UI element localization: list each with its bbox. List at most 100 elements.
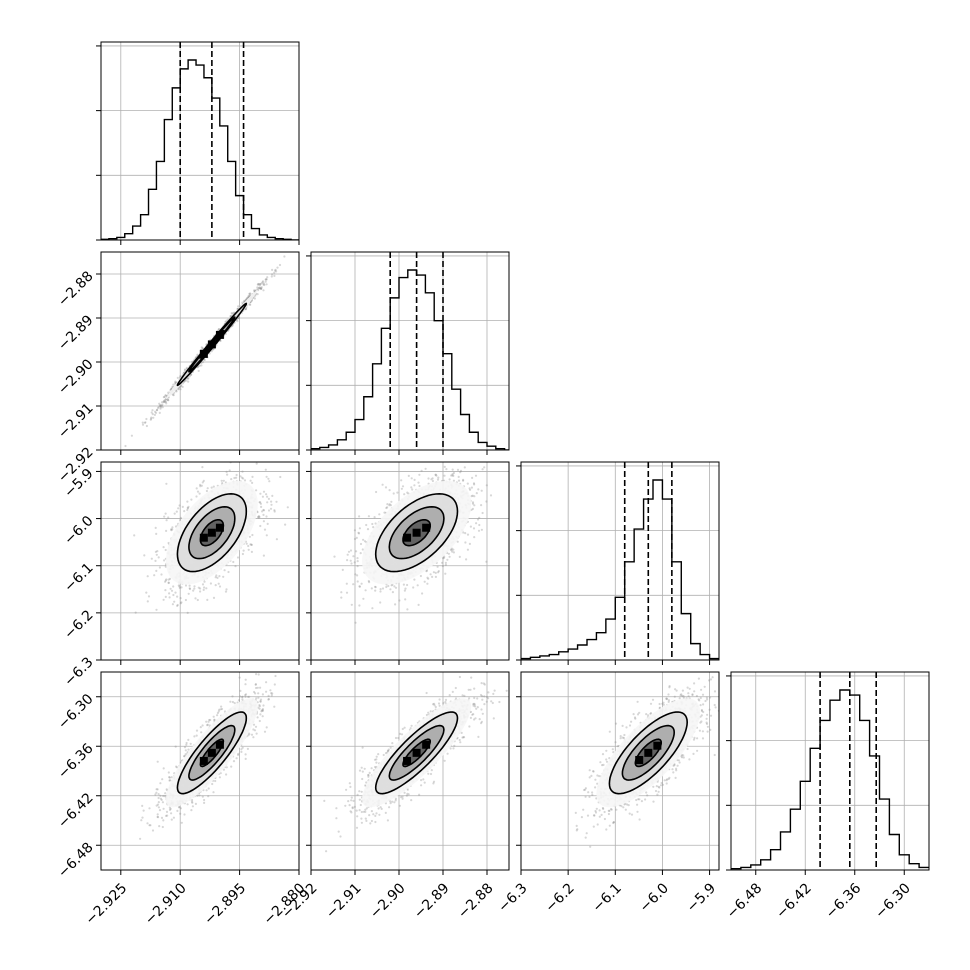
- sample-point: [475, 522, 478, 525]
- sample-point: [242, 549, 245, 552]
- sample-point: [237, 305, 240, 308]
- sample-point: [341, 568, 344, 572]
- sample-point: [286, 506, 289, 509]
- sample-point: [152, 416, 155, 419]
- sample-point: [356, 560, 359, 563]
- sample-point: [209, 582, 212, 585]
- sample-point: [356, 574, 359, 577]
- sample-point: [257, 516, 260, 519]
- sample-point: [450, 549, 453, 552]
- sample-point: [271, 273, 274, 276]
- sample-point: [275, 500, 278, 503]
- sample-point: [165, 482, 168, 485]
- sample-point: [150, 557, 153, 560]
- sample-point: [176, 595, 179, 598]
- sample-point: [181, 505, 184, 508]
- sample-point: [356, 565, 359, 568]
- histogram-step-0: [101, 59, 299, 240]
- sample-point: [471, 476, 474, 479]
- sample-point: [187, 505, 190, 508]
- sample-point: [350, 603, 353, 606]
- sample-point: [180, 385, 183, 388]
- sample-point: [413, 478, 416, 481]
- sample-point: [258, 287, 261, 290]
- sample-point: [393, 585, 396, 588]
- sample-point: [184, 598, 187, 602]
- sample-point: [394, 586, 398, 589]
- sample-point: [489, 494, 493, 497]
- sample-point: [256, 288, 259, 291]
- sample-point: [463, 466, 466, 469]
- sample-point: [200, 484, 203, 487]
- sample-point: [470, 508, 473, 511]
- sample-point: [411, 488, 414, 491]
- hist-panel-1: [306, 251, 510, 455]
- sample-point: [201, 583, 205, 586]
- sample-point: [158, 402, 161, 405]
- sample-point: [164, 579, 167, 582]
- sample-point: [168, 577, 172, 581]
- sample-point: [164, 400, 168, 404]
- sample-point: [172, 593, 175, 597]
- sample-point: [267, 477, 270, 480]
- sample-point: [248, 293, 252, 296]
- sample-point: [225, 470, 228, 473]
- sample-point: [466, 460, 468, 462]
- sample-point: [163, 400, 166, 403]
- hist-panel-0: [96, 41, 300, 245]
- sample-point: [154, 550, 157, 554]
- panel-frame: [520, 461, 720, 661]
- sample-point: [196, 353, 199, 356]
- sample-point: [394, 603, 397, 606]
- sample-point: [373, 516, 376, 519]
- sample-point: [435, 474, 438, 477]
- sample-point: [158, 566, 161, 569]
- sample-point: [407, 474, 410, 477]
- sample-point: [273, 271, 276, 274]
- sample-point: [474, 474, 478, 477]
- sample-point: [185, 366, 188, 369]
- sample-point: [417, 481, 420, 484]
- sample-point: [155, 409, 159, 412]
- sample-point: [194, 597, 197, 600]
- density-peak: [403, 533, 412, 542]
- sample-point: [403, 493, 406, 496]
- sample-point: [400, 487, 403, 490]
- sample-point: [353, 537, 357, 541]
- sample-point: [242, 477, 245, 480]
- sample-point: [273, 509, 276, 512]
- sample-point: [443, 465, 446, 468]
- sample-point: [426, 576, 429, 579]
- sample-point: [436, 478, 440, 481]
- sample-point: [180, 601, 183, 604]
- contour-line: [176, 492, 248, 573]
- sample-point: [450, 474, 453, 477]
- sample-point: [161, 406, 164, 409]
- sample-point: [362, 538, 365, 541]
- panel-frame: [730, 671, 930, 871]
- sample-point: [371, 607, 374, 610]
- sample-point: [457, 475, 460, 478]
- sample-point: [278, 263, 282, 267]
- sample-point: [167, 581, 170, 584]
- sample-point: [227, 570, 230, 574]
- contour-line: [374, 492, 459, 573]
- contour-line: [188, 505, 236, 560]
- sample-point: [396, 491, 399, 494]
- sample-point: [466, 482, 469, 485]
- sample-point: [261, 510, 264, 513]
- sample-point: [469, 525, 472, 528]
- sample-point: [471, 501, 475, 504]
- sample-point: [481, 468, 484, 471]
- sample-point: [421, 592, 424, 595]
- sample-point: [350, 562, 353, 565]
- sample-point: [155, 532, 158, 536]
- sample-point: [230, 478, 233, 481]
- sample-point: [256, 286, 259, 289]
- sample-point: [462, 478, 465, 481]
- sample-point: [176, 604, 179, 608]
- sample-point: [183, 510, 186, 513]
- panel-frame: [310, 461, 510, 661]
- sample-point: [379, 601, 382, 604]
- sample-point: [217, 328, 220, 331]
